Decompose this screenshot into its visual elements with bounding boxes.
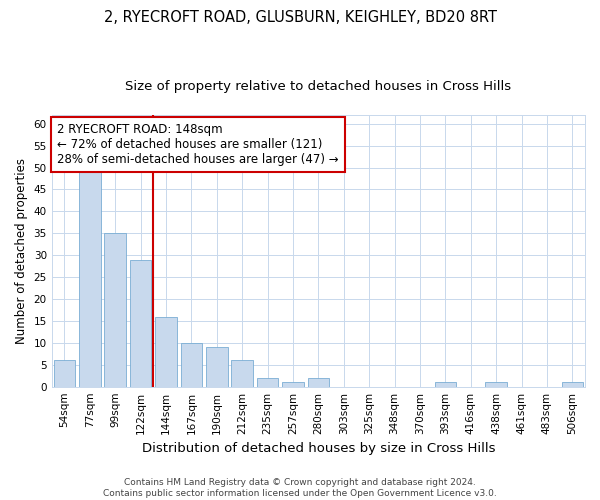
Bar bbox=[79, 168, 101, 386]
Y-axis label: Number of detached properties: Number of detached properties bbox=[15, 158, 28, 344]
Bar bbox=[53, 360, 75, 386]
Bar bbox=[485, 382, 507, 386]
Bar bbox=[562, 382, 583, 386]
Bar bbox=[181, 343, 202, 386]
Bar bbox=[206, 347, 227, 387]
Bar bbox=[232, 360, 253, 386]
Bar bbox=[130, 260, 151, 386]
Bar bbox=[257, 378, 278, 386]
Bar bbox=[155, 316, 177, 386]
Text: Contains HM Land Registry data © Crown copyright and database right 2024.
Contai: Contains HM Land Registry data © Crown c… bbox=[103, 478, 497, 498]
Text: 2, RYECROFT ROAD, GLUSBURN, KEIGHLEY, BD20 8RT: 2, RYECROFT ROAD, GLUSBURN, KEIGHLEY, BD… bbox=[104, 10, 497, 25]
Text: 2 RYECROFT ROAD: 148sqm
← 72% of detached houses are smaller (121)
28% of semi-d: 2 RYECROFT ROAD: 148sqm ← 72% of detache… bbox=[57, 123, 338, 166]
Bar bbox=[308, 378, 329, 386]
Bar bbox=[282, 382, 304, 386]
Title: Size of property relative to detached houses in Cross Hills: Size of property relative to detached ho… bbox=[125, 80, 511, 93]
Bar bbox=[434, 382, 456, 386]
X-axis label: Distribution of detached houses by size in Cross Hills: Distribution of detached houses by size … bbox=[142, 442, 495, 455]
Bar bbox=[104, 234, 126, 386]
